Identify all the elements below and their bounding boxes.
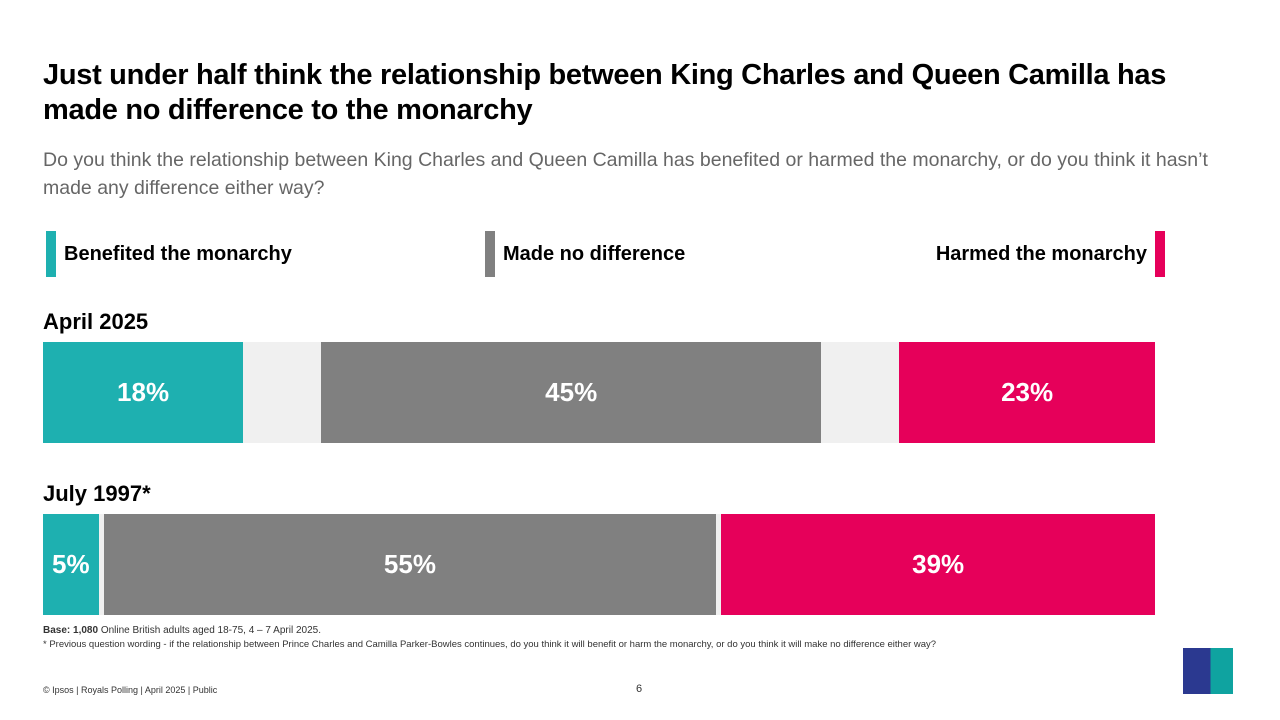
question-note: * Previous question wording - if the rel… (43, 639, 937, 650)
bar-july-1997: 5% 55% 39% (43, 514, 1155, 615)
data-label: 45% (545, 377, 598, 407)
bar-april-2025: 18% 45% 23% (43, 342, 1155, 443)
bar-gap (98, 514, 105, 615)
data-label: 55% (383, 549, 436, 579)
legend-benefited: Benefited the monarchy (46, 231, 292, 277)
bar-segment-no-difference: 55% (104, 514, 716, 615)
data-label: 18% (117, 377, 170, 407)
legend-swatch-benefited (46, 231, 56, 277)
bar-gap (715, 514, 722, 615)
chart-title: Just under half think the relationship b… (43, 59, 1167, 126)
footer-source: © Ipsos | Royals Polling | April 2025 | … (43, 685, 218, 695)
chart-subtitle: Do you think the relationship between Ki… (43, 149, 1208, 199)
legend-label: Benefited the monarchy (64, 242, 292, 265)
bar-segment-benefited: 5% (43, 514, 99, 615)
row-label-july-1997: July 1997* (43, 481, 151, 506)
ipsos-logo (1183, 648, 1233, 694)
page-number: 6 (636, 683, 643, 695)
data-label: 5% (52, 549, 90, 579)
legend-label: Made no difference (503, 242, 686, 265)
legend-harmed: Harmed the monarchy (936, 231, 1165, 277)
bar-segment-no-difference: 45% (321, 342, 822, 443)
base-text: Online British adults aged 18-75, 4 – 7 … (98, 625, 321, 636)
data-label: 23% (1001, 377, 1054, 407)
base-note: Base: 1,080 Online British adults aged 1… (43, 625, 321, 636)
data-label: 39% (912, 549, 965, 579)
base-label: Base: 1,080 (43, 625, 99, 636)
legend-swatch-no-difference (485, 231, 495, 277)
bar-segment-harmed: 23% (899, 342, 1155, 443)
legend-swatch-harmed (1155, 231, 1165, 277)
bar-segment-benefited: 18% (43, 342, 244, 443)
legend-no-difference: Made no difference (485, 231, 685, 277)
bar-segment-harmed: 39% (721, 514, 1155, 615)
row-label-april-2025: April 2025 (43, 309, 149, 334)
bar-gap (243, 342, 321, 443)
legend-label: Harmed the monarchy (935, 242, 1147, 265)
bar-gap (821, 342, 900, 443)
